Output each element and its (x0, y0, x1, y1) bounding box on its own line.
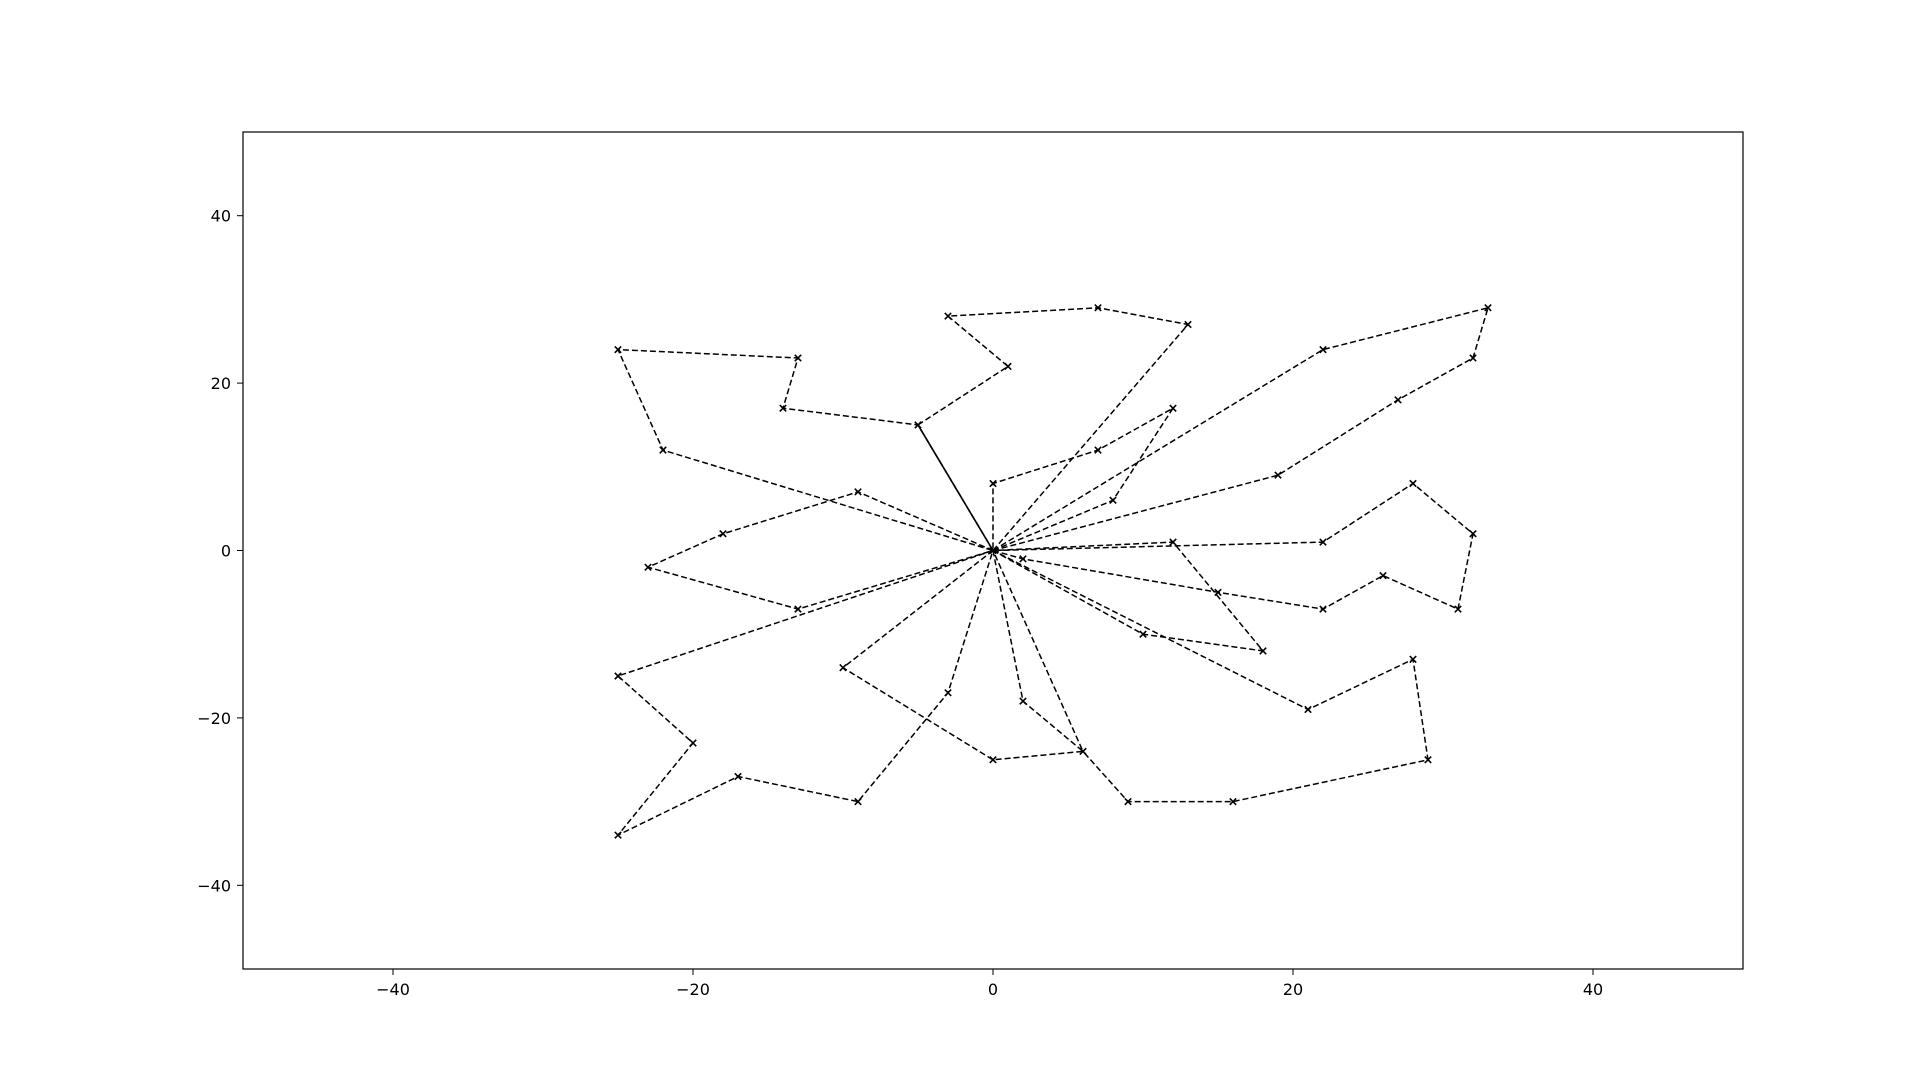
x-tick-label: 0 (988, 980, 998, 999)
y-tick-label: 20 (211, 374, 231, 393)
x-tick-label: −20 (676, 980, 710, 999)
y-tick-label: −20 (197, 709, 231, 728)
y-tick-label: 40 (211, 207, 231, 226)
x-tick-label: −40 (376, 980, 410, 999)
x-tick-label: 20 (1283, 980, 1303, 999)
x-tick-label: 40 (1583, 980, 1603, 999)
y-tick-label: −40 (197, 876, 231, 895)
y-tick-label: 0 (221, 542, 231, 561)
